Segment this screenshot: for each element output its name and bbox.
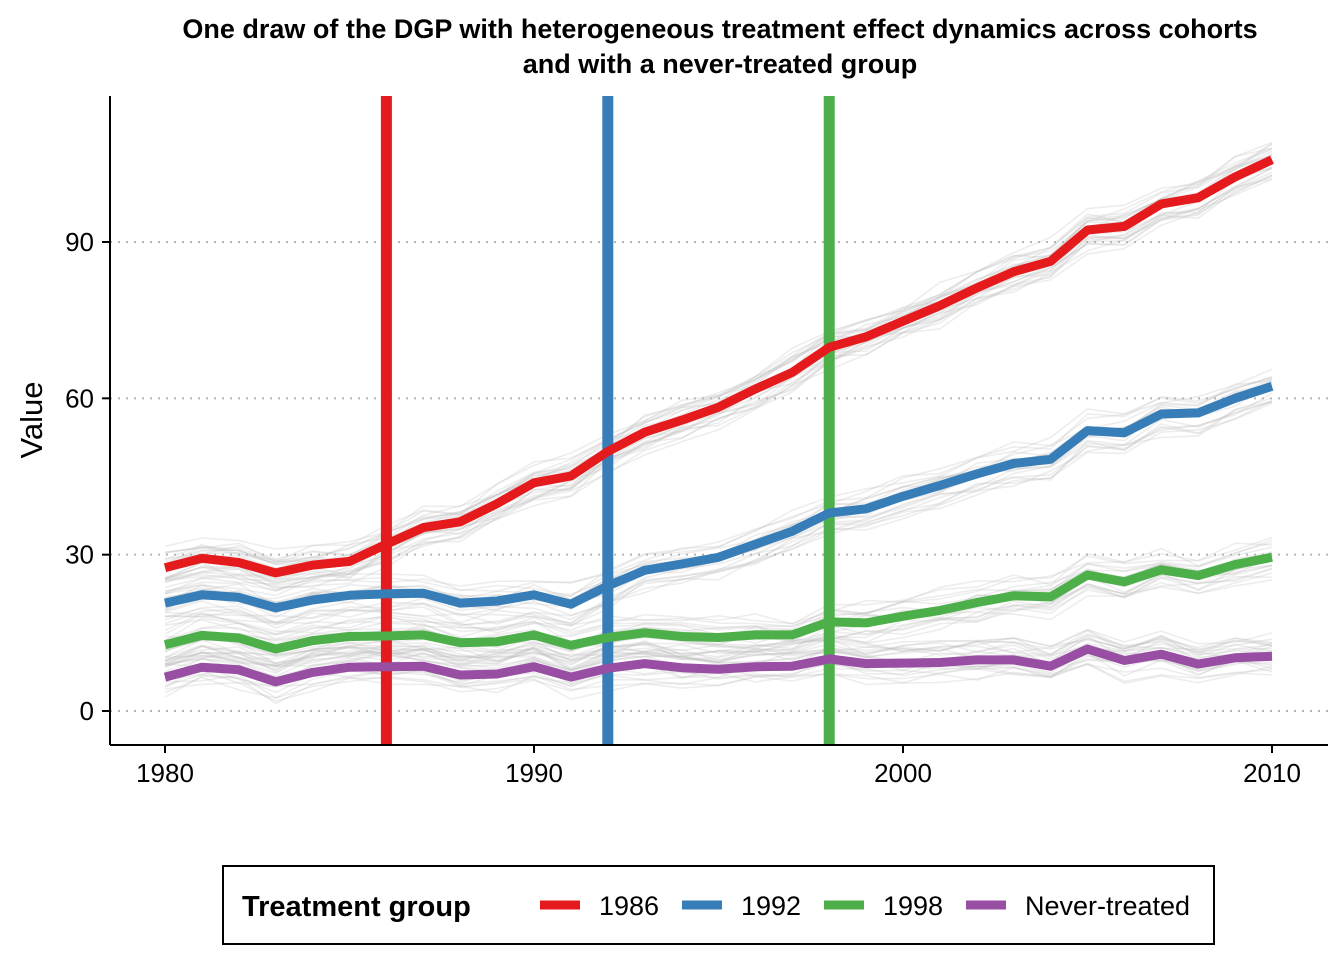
x-tick-label: 2000: [874, 758, 932, 788]
y-axis-label: Value: [14, 382, 49, 459]
series-lines: [163, 155, 1274, 687]
background-draw-line: [164, 154, 1273, 566]
background-draw-line: [164, 575, 1273, 669]
background-draw-line: [164, 148, 1273, 564]
background-draw-line: [164, 572, 1273, 666]
background-draw-line: [164, 635, 1273, 679]
background-draw-line: [164, 174, 1273, 589]
background-draw-line: [164, 167, 1273, 591]
background-draw-line: [164, 175, 1273, 592]
legend-label-never-treated: Never-treated: [1025, 891, 1190, 921]
background-draw-line: [164, 579, 1273, 671]
chart-title-line2: and with a never-treated group: [523, 49, 918, 79]
legend-title: Treatment group: [242, 891, 471, 923]
legend-label-1986: 1986: [599, 891, 659, 921]
background-draw-line: [164, 166, 1273, 587]
background-draw-line: [164, 171, 1273, 583]
background-draw-line: [164, 642, 1273, 673]
legend-items: 1986 1992 1998 Never-treated: [540, 891, 1190, 921]
series-line-1998: [163, 552, 1273, 654]
y-axis-ticks: 0 30 60 90: [65, 227, 110, 726]
background-draw-line: [164, 541, 1273, 636]
background-draw-line: [164, 141, 1273, 563]
background-draw-line: [164, 376, 1273, 598]
background-draw-line: [164, 399, 1273, 630]
y-tick-label: 30: [65, 540, 94, 570]
background-draw-line: [164, 637, 1273, 666]
y-tick-label: 90: [65, 227, 94, 257]
background-draw-line: [164, 538, 1273, 642]
background-draw-line: [164, 628, 1273, 668]
series-line-1986: [163, 155, 1274, 578]
background-draw-line: [164, 147, 1273, 550]
background-draw-line: [164, 143, 1273, 565]
series-line-1992: [164, 382, 1274, 613]
x-axis-ticks: 1980 1990 2000 2010: [136, 745, 1301, 788]
legend-box: [222, 865, 1215, 945]
x-tick-label: 2010: [1243, 758, 1301, 788]
legend-label-1992: 1992: [741, 891, 801, 921]
background-draw-line: [164, 564, 1273, 665]
background-draw-line: [164, 401, 1273, 625]
background-draw-line: [164, 392, 1273, 624]
background-draw-line: [164, 635, 1273, 673]
background-draw-line: [164, 634, 1273, 671]
background-draw-line: [164, 663, 1273, 701]
background-draw-line: [164, 542, 1273, 636]
y-tick-label: 0: [80, 696, 94, 726]
x-tick-label: 1990: [505, 758, 563, 788]
background-draw-line: [164, 150, 1273, 566]
background-draw-line: [164, 147, 1273, 560]
legend-label-1998: 1998: [883, 891, 943, 921]
background-draw-line: [164, 568, 1273, 662]
background-draw-line: [164, 142, 1273, 562]
background-draw-line: [164, 178, 1273, 589]
legend: Treatment group 1986 1992 1998 Never-treate…: [222, 865, 1215, 945]
background-draw-line: [164, 375, 1273, 595]
background-draw-line: [164, 400, 1273, 628]
background-draw-line: [164, 397, 1273, 625]
background-draw-line: [164, 628, 1273, 667]
background-draw-line: [164, 546, 1273, 644]
background-draw-line: [164, 567, 1273, 664]
background-draw-line: [164, 657, 1273, 688]
background-draw-line: [164, 178, 1273, 584]
background-draw-line: [164, 633, 1273, 671]
series-line-never-treated: [163, 644, 1273, 687]
background-draw-line: [164, 536, 1273, 635]
background-draw-line: [164, 634, 1273, 672]
chart-title-line1: One draw of the DGP with heterogeneous t…: [182, 14, 1257, 44]
y-tick-label: 60: [65, 383, 94, 413]
background-draw-line: [164, 368, 1273, 597]
background-draw-line: [164, 629, 1273, 675]
background-draw-line: [164, 167, 1273, 585]
background-draw-line: [164, 400, 1273, 627]
background-draw-line: [164, 663, 1273, 703]
x-tick-label: 1980: [136, 758, 194, 788]
background-draw-line: [164, 402, 1273, 626]
background-draw-line: [164, 662, 1273, 705]
background-draw-line: [164, 154, 1273, 561]
background-draw-line: [164, 564, 1273, 659]
